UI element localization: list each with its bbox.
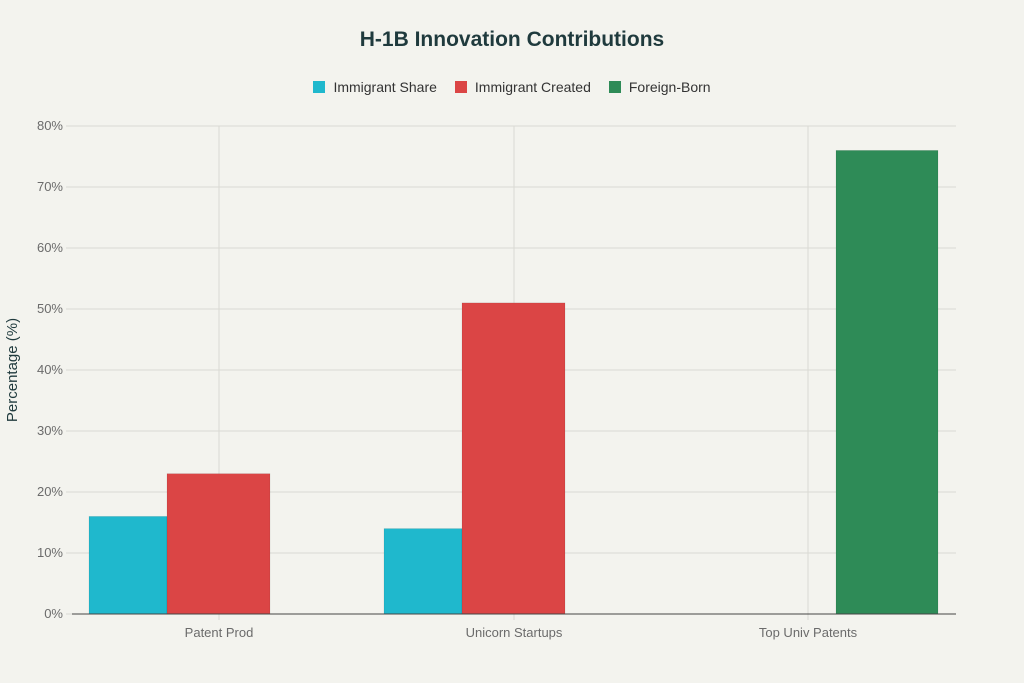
y-axis-label: Percentage (%) bbox=[4, 318, 21, 422]
y-tick-label: 20% bbox=[37, 484, 63, 499]
legend-item-immigrant-created[interactable]: Immigrant Created bbox=[454, 79, 591, 95]
y-tick-label: 10% bbox=[37, 545, 63, 560]
legend-swatch bbox=[454, 81, 467, 93]
y-tick-label: 30% bbox=[37, 423, 63, 438]
bar-immigrant-created-1 bbox=[461, 302, 566, 615]
bar-immigrant-share-1 bbox=[383, 528, 463, 615]
x-tick-label: Unicorn Startups bbox=[466, 625, 563, 640]
legend-item-immigrant-share[interactable]: Immigrant Share bbox=[313, 79, 437, 95]
x-tick-label: Patent Prod bbox=[185, 625, 254, 640]
x-tick-label: Top Univ Patents bbox=[759, 625, 858, 640]
legend-label: Immigrant Share bbox=[333, 79, 437, 95]
y-tick-label: 40% bbox=[37, 362, 63, 377]
y-tick-label: 70% bbox=[37, 179, 63, 194]
legend-label: Foreign-Born bbox=[628, 79, 711, 95]
bar-immigrant-created-0 bbox=[166, 473, 271, 615]
y-tick-label: 0% bbox=[44, 606, 63, 621]
legend-label: Immigrant Created bbox=[474, 79, 591, 95]
y-tick-label: 50% bbox=[37, 301, 63, 316]
bar-immigrant-share-0 bbox=[88, 516, 168, 615]
y-tick-label: 80% bbox=[37, 118, 63, 133]
chart-title: H-1B Innovation Contributions bbox=[359, 28, 665, 51]
bar-foreign-born-2 bbox=[835, 150, 939, 615]
legend: Immigrant Share Immigrant Created Foreig… bbox=[0, 79, 1024, 95]
legend-swatch bbox=[608, 81, 621, 93]
legend-swatch bbox=[313, 81, 326, 93]
y-tick-label: 60% bbox=[37, 240, 63, 255]
legend-item-foreign-born[interactable]: Foreign-Born bbox=[608, 79, 711, 95]
